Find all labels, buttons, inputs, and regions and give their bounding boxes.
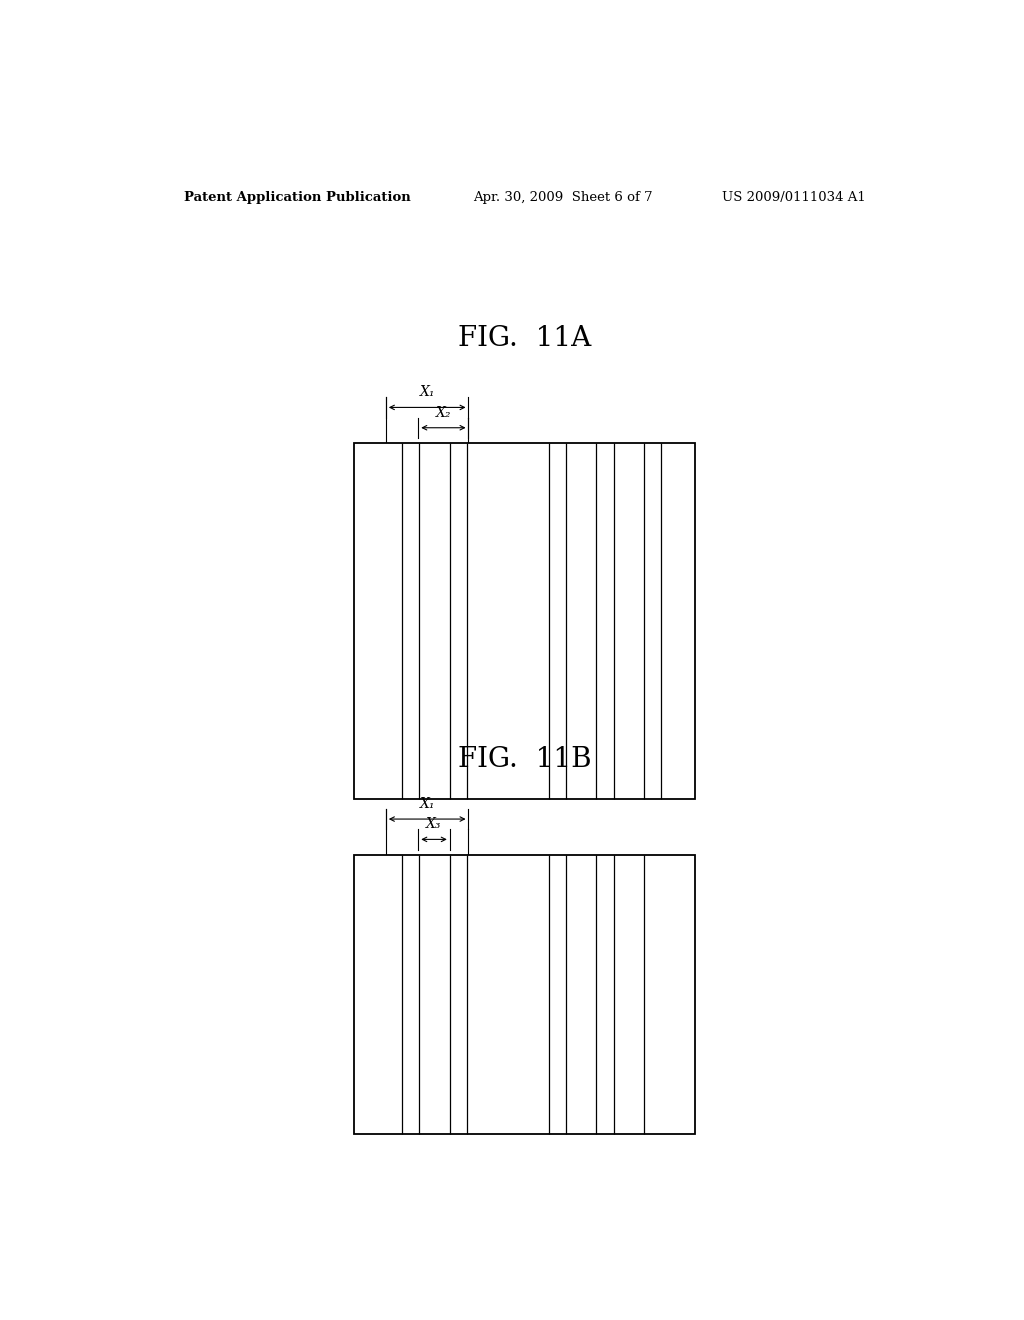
Bar — [354, 854, 695, 1134]
Text: FIG.  11A: FIG. 11A — [458, 325, 592, 351]
Text: FIG.  11B: FIG. 11B — [458, 746, 592, 774]
Text: X₂: X₂ — [435, 405, 452, 420]
Text: X₃: X₃ — [426, 817, 441, 832]
Text: X₁: X₁ — [420, 385, 435, 399]
Text: Apr. 30, 2009  Sheet 6 of 7: Apr. 30, 2009 Sheet 6 of 7 — [473, 191, 653, 203]
Text: X₁: X₁ — [420, 797, 435, 810]
Bar — [354, 444, 695, 799]
Text: US 2009/0111034 A1: US 2009/0111034 A1 — [722, 191, 866, 203]
Text: Patent Application Publication: Patent Application Publication — [183, 191, 411, 203]
